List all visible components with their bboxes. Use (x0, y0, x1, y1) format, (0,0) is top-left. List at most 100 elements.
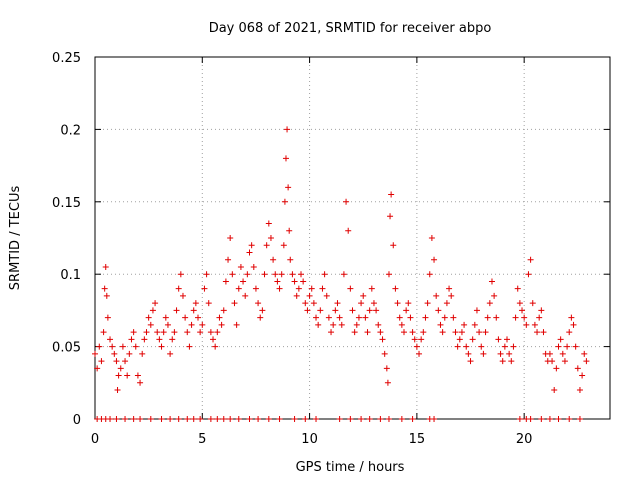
data-point (218, 321, 225, 328)
data-point (538, 416, 545, 422)
data-point (134, 372, 141, 379)
data-point (418, 336, 425, 343)
data-point (394, 300, 401, 307)
axis-ticks (94, 56, 610, 420)
data-point (132, 343, 139, 350)
data-point (103, 292, 110, 299)
data-point (246, 249, 253, 256)
data-point (458, 329, 465, 336)
data-point (252, 285, 259, 292)
data-point (302, 416, 309, 422)
data-point (439, 329, 446, 336)
data-point (145, 314, 152, 321)
x-tick-label: 0 (91, 432, 99, 447)
data-point (409, 416, 416, 422)
data-point (242, 292, 249, 299)
data-point (317, 307, 324, 314)
data-point (212, 343, 219, 350)
y-tick-labels: 0 0.05 0.1 0.15 0.2 0.25 (52, 51, 81, 428)
data-point (259, 307, 266, 314)
data-point (499, 358, 506, 365)
data-point (227, 235, 234, 241)
data-point (461, 321, 468, 328)
data-point (122, 358, 129, 365)
data-point (349, 307, 356, 314)
data-point (484, 314, 491, 321)
data-point (184, 329, 191, 336)
data-point (160, 329, 167, 336)
data-point (381, 350, 388, 357)
data-point (529, 300, 536, 307)
x-axis-label: GPS time / hours (296, 460, 405, 475)
data-point (409, 329, 416, 336)
data-point (313, 416, 320, 422)
data-point (504, 336, 510, 343)
data-point (469, 336, 476, 343)
data-point (516, 416, 523, 422)
data-point (465, 350, 472, 357)
data-point (220, 416, 227, 422)
data-point (343, 198, 350, 205)
data-point (114, 387, 121, 394)
data-point (92, 350, 98, 357)
data-point (549, 358, 556, 365)
x-tick-label: 10 (301, 432, 318, 447)
data-point (276, 416, 283, 422)
data-point (115, 372, 122, 379)
data-point (379, 336, 386, 343)
data-point (265, 416, 272, 422)
data-point (308, 285, 315, 292)
data-point (167, 416, 174, 422)
data-point (566, 329, 573, 336)
data-point (274, 278, 281, 285)
data-point (216, 314, 223, 321)
data-point (527, 256, 534, 263)
data-point (443, 300, 450, 307)
data-point (576, 387, 583, 394)
data-point (289, 271, 296, 278)
y-tick-label: 0.1 (60, 268, 81, 283)
data-point (280, 242, 287, 249)
data-point (233, 321, 240, 328)
data-point (482, 329, 489, 336)
data-point (107, 416, 114, 422)
data-point (441, 314, 448, 321)
grid-lines (95, 57, 610, 419)
data-point (373, 307, 380, 314)
data-point (536, 314, 543, 321)
data-point (152, 300, 159, 307)
data-point (508, 358, 515, 365)
data-point (566, 416, 573, 422)
data-point (523, 321, 530, 328)
data-point (111, 350, 118, 357)
data-point (463, 343, 470, 350)
data-point (169, 336, 176, 343)
data-point (117, 365, 124, 372)
data-point (291, 416, 298, 422)
data-point (557, 336, 564, 343)
data-point (197, 416, 204, 422)
x-tick-label: 5 (198, 432, 206, 447)
data-point (340, 271, 347, 278)
data-point (478, 343, 485, 350)
data-point (493, 314, 500, 321)
data-point (420, 329, 427, 336)
data-point (141, 336, 148, 343)
data-point (516, 300, 523, 307)
data-point (521, 314, 528, 321)
data-point (229, 271, 236, 278)
data-point (334, 300, 341, 307)
data-point (519, 307, 526, 314)
x-tick-label: 15 (409, 432, 426, 447)
data-point (158, 343, 165, 350)
data-point (390, 242, 397, 249)
data-point (222, 278, 229, 285)
data-point (501, 343, 508, 350)
data-point (147, 321, 154, 328)
data-point (298, 271, 304, 278)
data-point (203, 271, 210, 278)
data-point (278, 271, 285, 278)
data-point (488, 278, 495, 285)
data-point (568, 314, 575, 321)
